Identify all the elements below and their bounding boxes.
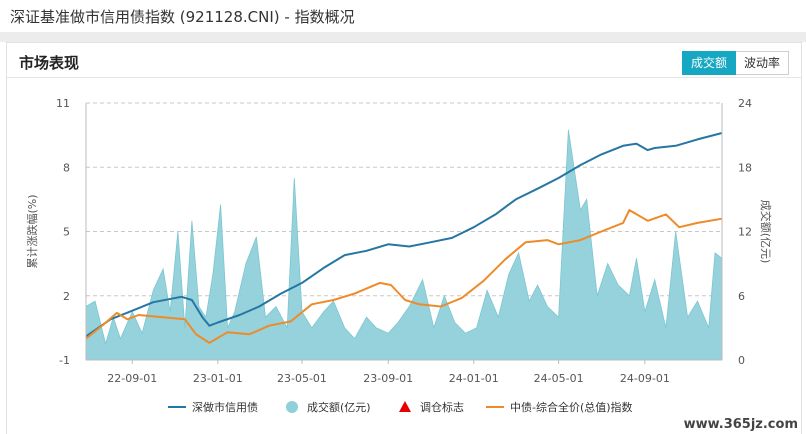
x-tick-label: 23-01-01 [193,372,243,385]
legend-item: 成交额(亿元) [286,400,371,414]
header-band [0,32,806,42]
header-divider [7,77,801,78]
legend-triangle-swatch [399,401,411,412]
legend-item: 中债-综合全价(总值)指数 [486,400,633,414]
bond-index-line [85,209,723,344]
right-tick-label: 18 [738,161,752,174]
right-axis-title: 成交额(亿元) [759,200,773,264]
axis-layer: -1 2 5 8 11 0 6 12 18 24 22-09-01 23-01-01 23-05-01 2… [25,97,773,385]
turnover-area [85,129,723,361]
left-tick-label: -1 [59,354,70,367]
right-tick-label: 12 [738,226,752,239]
left-tick-label: 5 [63,226,70,239]
section-title: 市场表现 [19,54,80,72]
chart-grid [86,102,722,297]
legend-item: 深做市信用债 [168,400,258,414]
legend-label: 中债-综合全价(总值)指数 [510,400,633,414]
x-tick-label: 23-05-01 [277,372,327,385]
turnover-area-layer [85,129,723,361]
index-line [85,132,723,338]
left-tick-label: 2 [63,290,70,303]
right-tick-label: 6 [738,290,745,303]
left-tick-label: 8 [63,161,70,174]
page-title: 深证基准做市信用债指数 (921128.CNI) - 指数概况 [10,8,355,26]
legend-label: 调仓标志 [420,400,464,414]
market-performance-panel: 市场表现 成交额 波动率 [6,42,802,434]
chart-legend: 深做市信用债 成交额(亿元) 调仓标志 中债-综合全价(总值)指数 [168,400,633,414]
legend-circle-swatch [286,401,298,413]
left-axis-title: 累计涨跌幅(%) [25,194,39,268]
x-tick-label: 24-05-01 [534,372,584,385]
x-tick-label: 24-01-01 [449,372,499,385]
x-tick-label: 22-09-01 [107,372,157,385]
left-tick-label: 11 [56,97,70,110]
x-tick-label: 23-09-01 [363,372,413,385]
tab-turnover[interactable]: 成交额 [681,51,736,75]
x-tick-label: 24-09-01 [620,372,670,385]
right-tick-label: 24 [738,97,752,110]
metric-tabs: 成交额 波动率 [681,51,789,75]
legend-item: 调仓标志 [399,400,464,414]
right-tick-label: 0 [738,354,745,367]
legend-label: 成交额(亿元) [307,400,371,414]
line-series-layer [85,132,723,344]
watermark: www.365jz.com [683,417,798,432]
legend-label: 深做市信用债 [192,400,258,414]
tab-volatility[interactable]: 波动率 [735,51,789,75]
